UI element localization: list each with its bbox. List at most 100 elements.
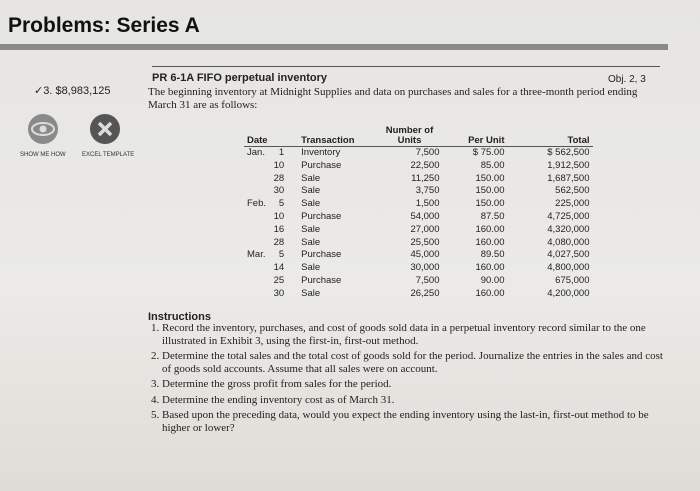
table-cell: 1,912,500 [547,159,590,171]
col-date: Date [244,126,271,147]
table-cell: 225,000 [555,198,590,210]
table-cell: Sale [301,287,321,299]
table-cell: 4,027,500 [547,249,590,261]
col-units: Number of Units [357,126,443,147]
table-cell [244,288,271,301]
table-row: 25 Purchase 7,500 90.00 675,000 [244,275,593,288]
instruction-item: Determine the ending inventory cost as o… [162,394,672,407]
table-cell [244,160,271,173]
table-row: 10 Purchase 54,000 87.50 4,725,000 [244,211,593,224]
table-cell [244,275,271,288]
table-cell: $ 75.00 [472,147,505,158]
excel-x-icon[interactable] [90,114,120,144]
table-cell: 562,500 [555,185,590,197]
table-cell: 27,000 [410,223,440,235]
table-cell: Purchase [301,249,342,261]
table-cell: Mar. [247,249,266,261]
excel-template-label: EXCEL TEMPLATE [82,152,135,158]
table-cell [244,224,271,237]
table-cell: Sale [301,198,321,210]
table-cell [244,262,271,275]
col-day [270,126,288,147]
table-cell: 90.00 [480,274,505,286]
table-cell: 45,000 [410,249,440,261]
table-row: 30 Sale 26,250 160.00 4,200,000 [244,288,593,301]
table-cell: Sale [301,185,321,197]
table-row: 30 Sale 3,750 150.00 562,500 [244,185,593,198]
inventory-table: Date Transaction Number of Units Per Uni… [244,126,593,301]
table-cell: 3,750 [415,185,440,197]
table-cell: 22,500 [410,159,440,171]
col-per-unit: Per Unit [442,126,508,147]
instruction-item: Record the inventory, purchases, and cos… [162,322,672,347]
table-cell: Sale [301,262,321,274]
table-cell: 16 [273,223,285,235]
instructions-heading: Instructions [148,311,211,323]
table-row: 14 Sale 30,000 160.00 4,800,000 [244,262,593,275]
instructions-list: Record the inventory, purchases, and cos… [148,322,672,437]
table-cell: 4,725,000 [547,210,590,222]
table-cell: 11,250 [411,172,440,184]
table-row: Feb. 5 Sale 1,500 150.00 225,000 [244,198,593,211]
table-row: 28 Sale 25,500 160.00 4,080,000 [244,237,593,250]
table-cell: 7,500 [415,274,440,286]
table-cell [244,237,271,250]
table-cell: Purchase [301,210,342,222]
table-cell: 10 [273,210,285,222]
table-cell: 28 [273,172,285,184]
table-cell: Feb. [247,198,267,210]
eye-icon[interactable] [28,114,58,144]
divider [152,66,660,67]
table-cell: 26,250 [410,287,440,299]
col-total: Total [507,126,593,147]
table-cell: 28 [273,236,285,248]
objectives: Obj. 2, 3 [608,74,646,85]
table-cell: 87.50 [480,210,505,222]
table-cell: 25,500 [410,236,440,248]
table-cell: Purchase [301,159,342,171]
table-cell: 89.50 [480,249,505,261]
col-transaction: Transaction [287,126,358,147]
table-row: 10 Purchase 22,500 85.00 1,912,500 [244,160,593,173]
table-cell: 160.00 [475,262,505,274]
header-bar [0,44,668,50]
table-cell: 1 [278,147,285,158]
table-cell: 30 [273,185,285,197]
table-cell: $ 562,500 [547,147,590,158]
table-cell: 150.00 [475,198,505,210]
table-cell: 4,320,000 [547,223,590,235]
table-cell: 5 [278,198,285,210]
table-cell: 1,687,500 [547,172,590,184]
table-cell: Jan. [247,147,265,158]
table-cell: 1,500 [415,198,440,210]
table-cell: 160.00 [475,287,505,299]
table-cell: Sale [301,223,321,235]
show-me-how-label: SHOW ME HOW [20,152,66,158]
table-cell: Inventory [301,147,341,158]
table-cell: Sale [301,172,321,184]
table-row: 28 Sale 11,250 150.00 1,687,500 [244,173,593,186]
instruction-item: Determine the total sales and the total … [162,350,672,375]
table-cell: 4,080,000 [547,236,590,248]
table-row: 16 Sale 27,000 160.00 4,320,000 [244,224,593,237]
table-cell: 160.00 [475,236,505,248]
table-cell: 14 [273,262,285,274]
table-cell: 30,000 [410,262,440,274]
table-cell: 150.00 [475,185,505,197]
table-cell: 30 [273,287,285,299]
check-answer: ✓3. $8,983,125 [34,85,111,97]
table-row: Jan. 1 Inventory 7,500 $ 75.00 $ 562,500 [244,147,593,160]
table-cell: 150.00 [475,172,505,184]
problem-intro: The beginning inventory at Midnight Supp… [148,86,638,111]
problem-title: PR 6-1A FIFO perpetual inventory [152,72,328,84]
table-cell: 54,000 [410,210,440,222]
table-cell: 675,000 [555,274,590,286]
table-cell: 4,200,000 [547,287,590,299]
table-cell: Purchase [301,274,342,286]
table-cell [244,211,271,224]
table-cell [244,185,271,198]
table-cell: Sale [301,236,321,248]
instruction-item: Based upon the preceding data, would you… [162,409,672,434]
table-cell: 5 [278,249,285,261]
